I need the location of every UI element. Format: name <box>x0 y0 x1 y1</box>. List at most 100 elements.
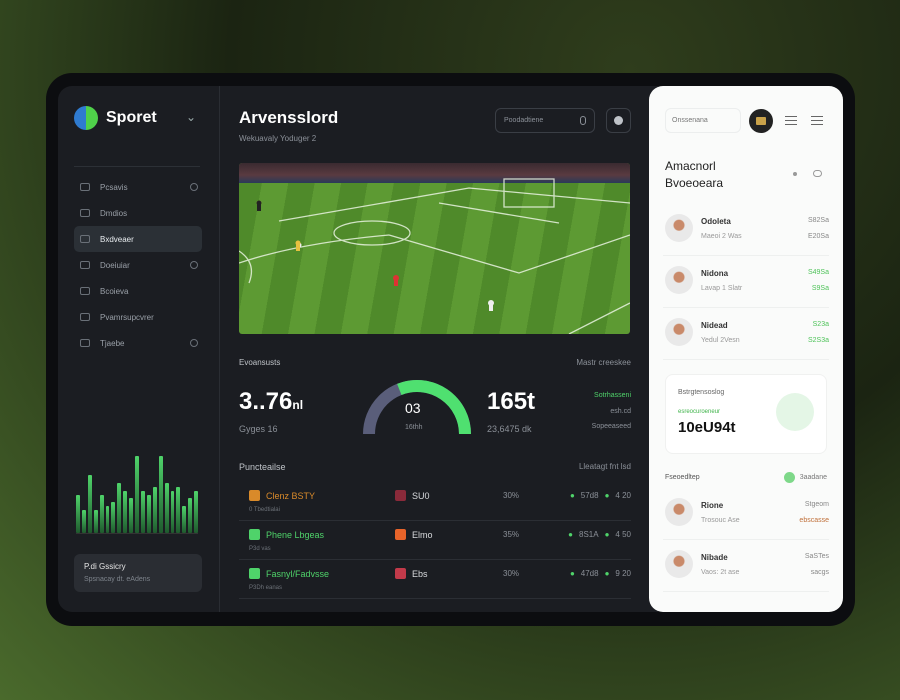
activity-bar <box>87 475 92 533</box>
stats-panel: Evoansusts Mastr creeskee 3..76nl Gyges … <box>239 356 631 446</box>
odds-value[interactable]: 57d8 <box>580 491 599 500</box>
menu-icon[interactable] <box>811 116 823 125</box>
chevron-down-icon[interactable]: ⌄ <box>186 110 197 124</box>
activity-bar <box>123 490 128 533</box>
odds-value[interactable]: 4 20 <box>615 491 631 500</box>
list-icon[interactable] <box>785 116 797 125</box>
sidebar-item[interactable]: Bcoieva <box>74 278 202 304</box>
user-avatar[interactable] <box>749 109 773 133</box>
right-search-input[interactable]: Onssenana <box>665 108 741 133</box>
side-stat-2: Sopeeaseed <box>591 423 631 430</box>
activity-bar <box>170 490 175 533</box>
user-row[interactable]: Nidead Yedul 2Vesn S23a S2S3a <box>663 310 829 360</box>
activity-bar <box>146 494 151 533</box>
pitch-lines <box>239 178 630 334</box>
brand[interactable]: Sporet <box>74 106 157 130</box>
section-title: Fseoedltep <box>665 474 700 481</box>
odds-icon: ● <box>569 569 575 578</box>
activity-bar <box>105 506 110 533</box>
summary-card: Bstrgtensoslog esreocuroeneur 10eU94t <box>665 374 827 454</box>
sidebar-item[interactable]: Pvamrsupcvrer <box>74 304 202 330</box>
odds-value[interactable]: 4 50 <box>615 530 631 539</box>
promo-subtitle: Spsnacay dt. eAdens <box>84 576 151 583</box>
left-stat: 3..76nl <box>239 388 303 416</box>
section-action[interactable]: 3aadane <box>783 472 827 483</box>
avatar <box>665 550 693 578</box>
team-logo-icon <box>395 568 406 579</box>
sidebar-item-label: Pcsavis <box>100 182 128 192</box>
user-value-2: E20Sa <box>807 233 829 240</box>
promo-card[interactable]: P.di Gssicry Spsnacay dt. eAdens <box>74 554 202 592</box>
user-row[interactable]: Nibade Vaos: 2t ase SaSTes sacgs <box>663 542 829 592</box>
team: Ebs <box>395 568 428 579</box>
mic-icon <box>580 116 586 125</box>
user-value-1: S23a <box>812 321 829 328</box>
activity-bar <box>111 502 116 533</box>
sidebar-item[interactable]: Doeiuiar <box>74 252 202 278</box>
stats-right-label[interactable]: Mastr creeskee <box>576 358 631 367</box>
match-sub: P3Dh eanas <box>249 585 283 591</box>
user-name: Nidead <box>701 321 728 330</box>
sidebar-item[interactable]: Bxdveaer <box>74 226 202 252</box>
speed-gauge <box>363 380 471 435</box>
match-name: Fasnyl/Fadvsse <box>249 568 329 579</box>
odds: ● 47d8 ● 9 20 <box>570 569 631 578</box>
spotify-icon <box>783 472 795 483</box>
activity-bar <box>135 456 139 533</box>
team-logo-icon <box>395 529 406 540</box>
odds-value[interactable]: 8S1A <box>579 530 599 539</box>
odds-icon: ● <box>604 569 610 578</box>
user-row[interactable]: Odoleta Maeoi 2 Was S82Sa E20Sa <box>663 206 829 256</box>
odds-icon: ● <box>604 530 610 539</box>
sidebar-item[interactable]: Pcsavis <box>74 174 202 200</box>
activity-bar <box>158 456 163 533</box>
search-input[interactable]: Poodadtiene <box>495 108 595 133</box>
odds-icon: ● <box>569 491 575 500</box>
user-desc: Maeoi 2 Was <box>701 233 742 240</box>
match-row[interactable]: Fasnyl/Fadvsse P3Dh eanas Ebs 30% ● 47d8 ●… <box>239 560 631 599</box>
match-sub: P3d vas <box>249 546 271 552</box>
user-name: Nibade <box>701 553 728 562</box>
match-name: Clenz BSTY <box>249 490 315 501</box>
match-row[interactable]: Clenz BSTY 0 Tbedtialai SU0 30% ● 57d8 ● 4 … <box>239 482 631 521</box>
right-panel: Onssenana Amacnorl Bvoeoeara Odoleta Mae… <box>649 86 843 612</box>
user-row[interactable]: Rione Trosouc Ase Stgeom ebscasse <box>663 490 829 540</box>
sidebar-item[interactable]: Tjaebe <box>74 330 202 356</box>
dot-icon <box>793 172 797 176</box>
odds-icon: ● <box>568 530 573 539</box>
odds-value[interactable]: 9 20 <box>615 569 631 578</box>
avatar-icon <box>756 117 766 125</box>
odds-value[interactable]: 47d8 <box>580 569 599 578</box>
user-desc: Lavap 1 Slatr <box>701 285 743 292</box>
left-stat-value: 3..76 <box>239 388 293 415</box>
nav-icon <box>80 209 90 217</box>
team: Elmo <box>395 529 433 540</box>
activity-bar <box>194 490 199 533</box>
match-row[interactable]: Phene Lbgeas P3d vas Elmo 35% ● 8S1A ● 4 50 <box>239 521 631 560</box>
team-logo-icon <box>395 490 406 501</box>
avatar <box>665 214 693 242</box>
profile-button[interactable] <box>606 108 631 133</box>
sidebar-item-label: Dmdios <box>100 208 128 218</box>
right-stat-value: 165t <box>487 388 536 415</box>
user-row[interactable]: Nidona Lavap 1 Slatr S49Sa S9Sa <box>663 258 829 308</box>
activity-bar <box>176 486 181 533</box>
odds-icon: ● <box>604 491 610 500</box>
video-player[interactable] <box>239 163 630 334</box>
brand-name: Sporet <box>106 109 157 126</box>
chat-icon[interactable] <box>813 170 822 177</box>
gauge-value: 03 <box>405 400 421 416</box>
nav-icon <box>80 261 90 269</box>
right-title: Amacnorl Bvoeoeara <box>665 159 724 190</box>
left-stat-sub: Gyges 16 <box>239 424 278 434</box>
logo-icon <box>74 106 98 130</box>
activity-bar <box>140 490 145 533</box>
sidebar-item[interactable]: Dmdios <box>74 200 202 226</box>
match-percent: 30% <box>503 491 520 500</box>
promo-title: P.di Gssicry <box>84 562 126 571</box>
matches-header-right[interactable]: Lleatagt fnt lsd <box>578 462 631 471</box>
sidebar-item-label: Tjaebe <box>100 338 125 348</box>
right-stat-sub: 23,6475 dk <box>487 424 532 434</box>
nav-icon <box>80 339 90 347</box>
activity-bar <box>99 494 104 533</box>
